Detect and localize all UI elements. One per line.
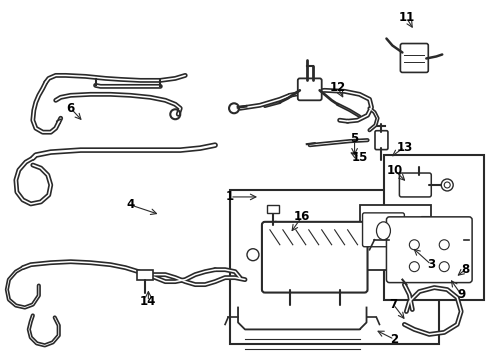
Text: 13: 13: [395, 141, 412, 154]
Bar: [421, 229, 428, 237]
Text: 9: 9: [456, 288, 465, 301]
Text: 6: 6: [66, 102, 75, 115]
Bar: [359, 205, 430, 270]
Text: 7: 7: [388, 298, 397, 311]
Text: 10: 10: [386, 163, 402, 176]
FancyBboxPatch shape: [362, 213, 404, 247]
FancyBboxPatch shape: [386, 217, 471, 283]
Text: 3: 3: [427, 258, 434, 271]
Text: 8: 8: [460, 263, 468, 276]
Text: 4: 4: [126, 198, 134, 211]
FancyBboxPatch shape: [262, 222, 367, 293]
FancyBboxPatch shape: [399, 173, 430, 197]
FancyBboxPatch shape: [374, 131, 387, 150]
Text: 16: 16: [293, 210, 309, 223]
Text: 15: 15: [351, 150, 367, 163]
Bar: [137, 270, 153, 280]
Text: 12: 12: [329, 81, 345, 94]
Bar: [384, 155, 483, 300]
Bar: [266, 205, 278, 213]
Text: 11: 11: [397, 11, 414, 24]
Text: 1: 1: [225, 190, 234, 203]
Bar: [421, 216, 428, 224]
Bar: [229, 190, 438, 345]
Ellipse shape: [376, 222, 389, 240]
FancyBboxPatch shape: [400, 44, 427, 72]
Text: 2: 2: [389, 333, 398, 346]
FancyBboxPatch shape: [297, 78, 321, 100]
Text: 5: 5: [350, 132, 358, 145]
Text: 14: 14: [140, 295, 156, 308]
